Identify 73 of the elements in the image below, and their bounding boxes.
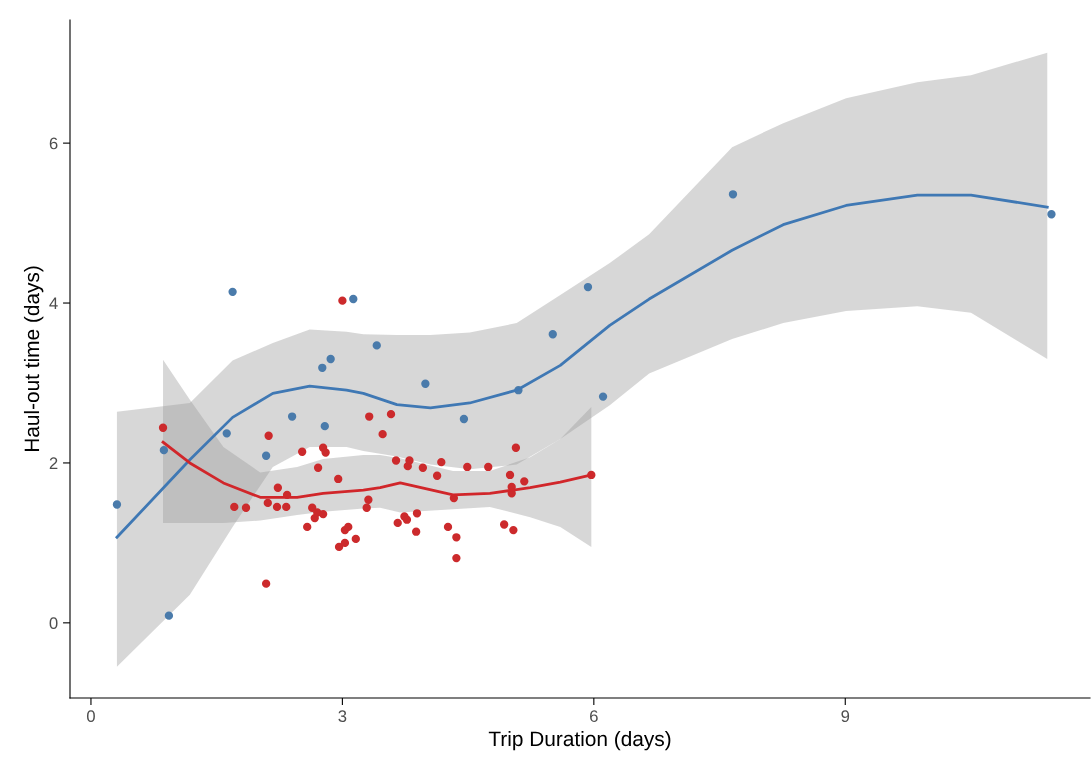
x-axis-title: Trip Duration (days) <box>488 730 671 751</box>
point <box>273 483 283 492</box>
point <box>364 495 373 504</box>
point <box>459 414 469 424</box>
point <box>334 542 344 552</box>
point <box>297 447 307 456</box>
line-series <box>115 193 1049 539</box>
point <box>349 294 358 304</box>
point <box>405 456 414 465</box>
point <box>412 509 422 518</box>
x-tick-label: 3 <box>338 710 347 723</box>
point <box>282 502 291 512</box>
point <box>598 392 608 401</box>
point <box>228 287 237 297</box>
x-tick-label: 0 <box>86 710 95 723</box>
point <box>230 502 239 512</box>
point <box>511 443 521 452</box>
point <box>362 503 371 512</box>
point <box>548 330 557 339</box>
y-tick-label: 4 <box>49 297 58 310</box>
point <box>463 462 472 472</box>
point <box>505 470 515 480</box>
point <box>261 451 271 460</box>
point <box>338 296 347 305</box>
point <box>344 522 353 532</box>
point <box>365 412 374 421</box>
point <box>303 522 312 532</box>
point <box>272 502 282 512</box>
point <box>583 282 593 292</box>
point <box>318 509 328 519</box>
point <box>421 379 430 388</box>
point <box>158 423 168 432</box>
point <box>386 410 396 419</box>
point <box>164 611 174 620</box>
point <box>411 527 421 536</box>
point <box>112 500 122 509</box>
point <box>452 533 461 542</box>
point <box>287 412 297 421</box>
y-tick-label: 6 <box>49 137 58 150</box>
point <box>378 429 387 439</box>
point <box>222 429 231 438</box>
point <box>159 445 169 455</box>
point <box>393 518 402 528</box>
point <box>432 471 442 480</box>
point <box>484 462 493 472</box>
y-axis-title: Haul-out time (days) <box>23 266 44 452</box>
point <box>520 477 529 486</box>
point <box>351 534 360 544</box>
y-tick-label: 0 <box>49 617 58 630</box>
point <box>391 456 401 465</box>
point <box>321 448 330 457</box>
point <box>241 503 251 512</box>
point <box>728 190 738 199</box>
point <box>340 538 350 548</box>
point <box>318 363 327 372</box>
point <box>499 520 509 529</box>
x-tick-label: 6 <box>590 710 598 723</box>
point <box>437 457 446 467</box>
point <box>509 525 518 535</box>
point <box>264 431 273 440</box>
x-tick-label: 9 <box>841 710 850 723</box>
point <box>452 553 461 563</box>
point <box>326 354 335 364</box>
y-tick-label: 2 <box>49 457 58 469</box>
point <box>263 498 272 508</box>
point <box>261 579 271 588</box>
point <box>418 463 428 472</box>
point <box>313 463 323 472</box>
point <box>1047 210 1056 219</box>
point <box>320 421 329 431</box>
point <box>443 522 453 532</box>
point <box>334 474 343 484</box>
point <box>372 341 381 350</box>
